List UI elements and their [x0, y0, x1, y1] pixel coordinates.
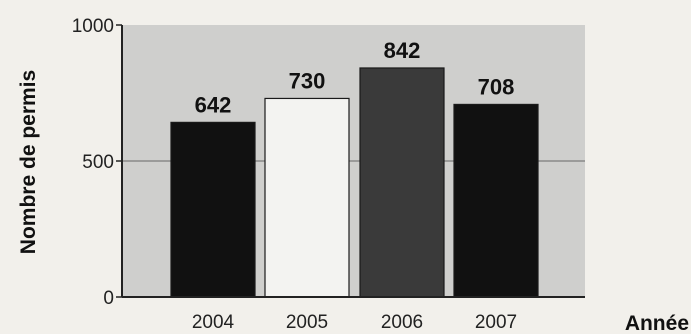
data-labels: 642 730 842 708: [195, 38, 515, 117]
data-label-2007: 708: [478, 74, 515, 99]
bar-2006: [359, 67, 445, 298]
bar-2005: [264, 97, 350, 298]
x-tick-label-2004: 2004: [192, 312, 235, 333]
x-axis-ticks: 2004 2005 2006 2007: [192, 312, 517, 333]
y-tick-label-1000: 1000: [72, 16, 114, 37]
x-tick-label-2007: 2007: [475, 312, 517, 333]
data-label-2005: 730: [289, 68, 326, 93]
data-label-2006: 842: [384, 38, 421, 63]
x-tick-label-2006: 2006: [381, 312, 423, 333]
y-axis-title: Nombre de permis: [17, 70, 40, 254]
bar-2004: [170, 121, 256, 298]
y-tick-label-500: 500: [82, 152, 114, 173]
y-tick-label-0: 0: [103, 288, 114, 309]
x-axis-title: Année: [625, 312, 689, 334]
x-tick-label-2005: 2005: [286, 312, 328, 333]
y-axis-ticks: 0 500 1000: [72, 16, 122, 309]
data-label-2004: 642: [195, 92, 232, 117]
bar-2007: [453, 103, 539, 298]
